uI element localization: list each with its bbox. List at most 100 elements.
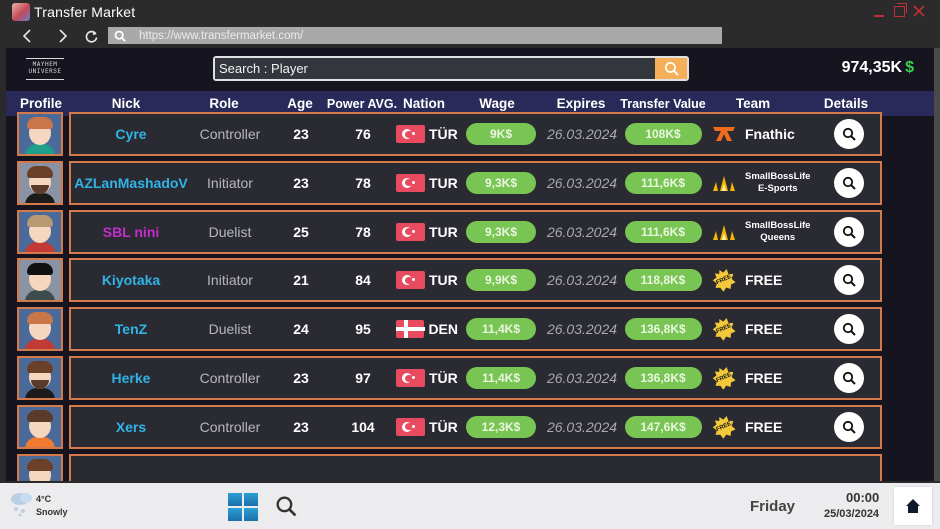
column-expires[interactable]: Expires [556, 96, 606, 111]
player-role: Initiator [207, 272, 253, 289]
nation-code: TUR [429, 272, 458, 289]
back-button[interactable] [16, 29, 38, 43]
column-nick[interactable]: Nick [111, 96, 141, 111]
contract-expires: 26.03.2024 [546, 370, 618, 386]
player-row-partial[interactable] [6, 452, 934, 481]
player-avatar[interactable] [17, 404, 63, 449]
player-transfer-value: 111,6K$ [623, 163, 703, 203]
url-bar[interactable]: https://www.transfermarket.com/ [108, 27, 722, 44]
magnifier-icon [842, 323, 856, 336]
browser-toolbar: https://www.transfermarket.com/ [0, 24, 940, 48]
turkey-flag-icon [396, 222, 425, 241]
column-team[interactable]: Team [735, 96, 771, 111]
column-power-avg[interactable]: Power AVG. [326, 97, 398, 111]
snow-cloud-icon [11, 493, 32, 517]
close-button[interactable] [912, 3, 926, 19]
player-transfer-value: 136,8K$ [623, 358, 703, 398]
player-details-button[interactable] [834, 216, 864, 247]
player-row-card[interactable]: Xers Controller 23 104 TÜR 12,3K$ 26.03.2024 14… [69, 404, 882, 449]
player-search-input[interactable] [215, 58, 655, 79]
player-row[interactable]: TenZ Duelist 24 95 DEN 11,4K$ 26.03.2024 136,8K… [6, 305, 934, 352]
player-team: FREE FREE [711, 407, 821, 447]
player-avatar[interactable] [17, 209, 63, 254]
column-role[interactable]: Role [209, 96, 239, 111]
player-row[interactable]: Kiyotaka Initiator 21 84 TUR 9,9K$ 26.03.2024 1… [6, 256, 934, 303]
player-nick[interactable]: Xers [115, 418, 147, 435]
player-row[interactable]: Cyre Controller 23 76 TÜR 9K$ 26.03.2024 108K$ F… [6, 110, 934, 156]
details-cell [829, 358, 869, 398]
chevron-right-icon [59, 29, 68, 43]
details-cell [829, 212, 869, 252]
player-row[interactable]: Xers Controller 23 104 TÜR 12,3K$ 26.03.2024 14… [6, 403, 934, 449]
player-row-card[interactable] [69, 453, 882, 481]
column-nation[interactable]: Nation [403, 96, 445, 111]
player-nick[interactable]: TenZ [114, 321, 148, 338]
player-transfer-value: 147,6K$ [623, 407, 703, 447]
player-details-button[interactable] [834, 167, 864, 198]
search-icon [276, 496, 297, 517]
player-nick[interactable]: SBL nini [102, 223, 160, 240]
column-age[interactable]: Age [287, 96, 313, 111]
player-power-avg: 84 [355, 272, 371, 289]
minimize-icon [874, 9, 884, 17]
contract-expires: 26.03.2024 [546, 321, 618, 338]
player-row[interactable]: SBL nini Duelist 25 78 TUR 9,3K$ 26.03.2024 111… [6, 208, 934, 254]
windows-logo-tile [244, 493, 258, 506]
player-row-card[interactable]: TenZ Duelist 24 95 DEN 11,4K$ 26.03.2024 136,8K… [69, 307, 882, 352]
column-profile[interactable]: Profile [20, 96, 63, 111]
minimize-button[interactable] [872, 3, 886, 19]
player-wage: 9,3K$ [464, 212, 538, 252]
column-transfer-value[interactable]: Transfer Value [620, 97, 706, 111]
turkey-flag-icon [396, 417, 425, 436]
player-nick[interactable]: AZLanMashadoV [74, 174, 188, 191]
column-details[interactable]: Details [823, 96, 869, 111]
player-avatar[interactable] [17, 112, 63, 156]
transfer-value-pill: 147,6K$ [624, 415, 702, 438]
player-nick[interactable]: Kiyotaka [101, 272, 161, 289]
player-details-button[interactable] [834, 265, 864, 296]
magnifier-icon [842, 127, 856, 141]
nation-code: TÜR [429, 418, 458, 435]
player-details-button[interactable] [834, 119, 864, 149]
player-team: FREE FREE [711, 309, 821, 349]
player-search-button[interactable] [655, 58, 687, 79]
team-name: FREE [745, 370, 783, 386]
scrollbar[interactable] [934, 48, 940, 481]
contract-expires: 26.03.2024 [546, 126, 618, 142]
player-row-card[interactable]: Herke Controller 23 97 TÜR 11,4K$ 26.03.2024 13… [69, 356, 882, 400]
forward-button[interactable] [52, 29, 74, 43]
reload-button[interactable] [80, 30, 102, 43]
player-row[interactable]: Herke Controller 23 97 TÜR 11,4K$ 26.03.2024 13… [6, 354, 934, 400]
player-nation: TÜR [396, 114, 458, 154]
player-details-button[interactable] [834, 314, 864, 345]
player-avatar[interactable] [17, 160, 63, 205]
player-age: 24 [293, 321, 309, 338]
player-nation: TÜR [396, 358, 458, 398]
player-nick[interactable]: Cyre [115, 126, 147, 142]
player-nation: DEN [396, 309, 458, 349]
player-details-button[interactable] [834, 411, 864, 442]
column-wage[interactable]: Wage [479, 96, 515, 111]
taskbar-search-button[interactable] [275, 495, 297, 522]
home-button[interactable] [894, 487, 932, 525]
contract-expires: 26.03.2024 [546, 418, 618, 435]
player-avatar[interactable] [17, 258, 63, 303]
mayhem-universe-logo: MAYHEM UNIVERSE [26, 58, 64, 80]
player-avatar[interactable] [17, 356, 63, 400]
player-row-card[interactable]: Kiyotaka Initiator 21 84 TUR 9,9K$ 26.03.2024 1… [69, 258, 882, 303]
player-avatar[interactable] [17, 453, 63, 481]
start-button[interactable] [228, 493, 258, 521]
player-row-card[interactable]: SBL nini Duelist 25 78 TUR 9,3K$ 26.03.2024 111… [69, 209, 882, 254]
player-row-card[interactable]: Cyre Controller 23 76 TÜR 9K$ 26.03.2024 108K$ F… [69, 112, 882, 156]
player-row-card[interactable]: AZLanMashadoV Initiator 23 78 TUR 9,3K$ 26.03.… [69, 160, 882, 205]
turkey-flag-icon [396, 271, 425, 290]
player-details-button[interactable] [834, 363, 864, 393]
maximize-button[interactable] [892, 2, 907, 19]
player-avatar[interactable] [17, 307, 63, 352]
player-wage: 11,4K$ [464, 309, 538, 349]
player-row[interactable]: AZLanMashadoV Initiator 23 78 TUR 9,3K$ 26.03.… [6, 159, 934, 205]
player-age: 23 [293, 370, 309, 386]
player-nick[interactable]: Herke [111, 370, 151, 386]
